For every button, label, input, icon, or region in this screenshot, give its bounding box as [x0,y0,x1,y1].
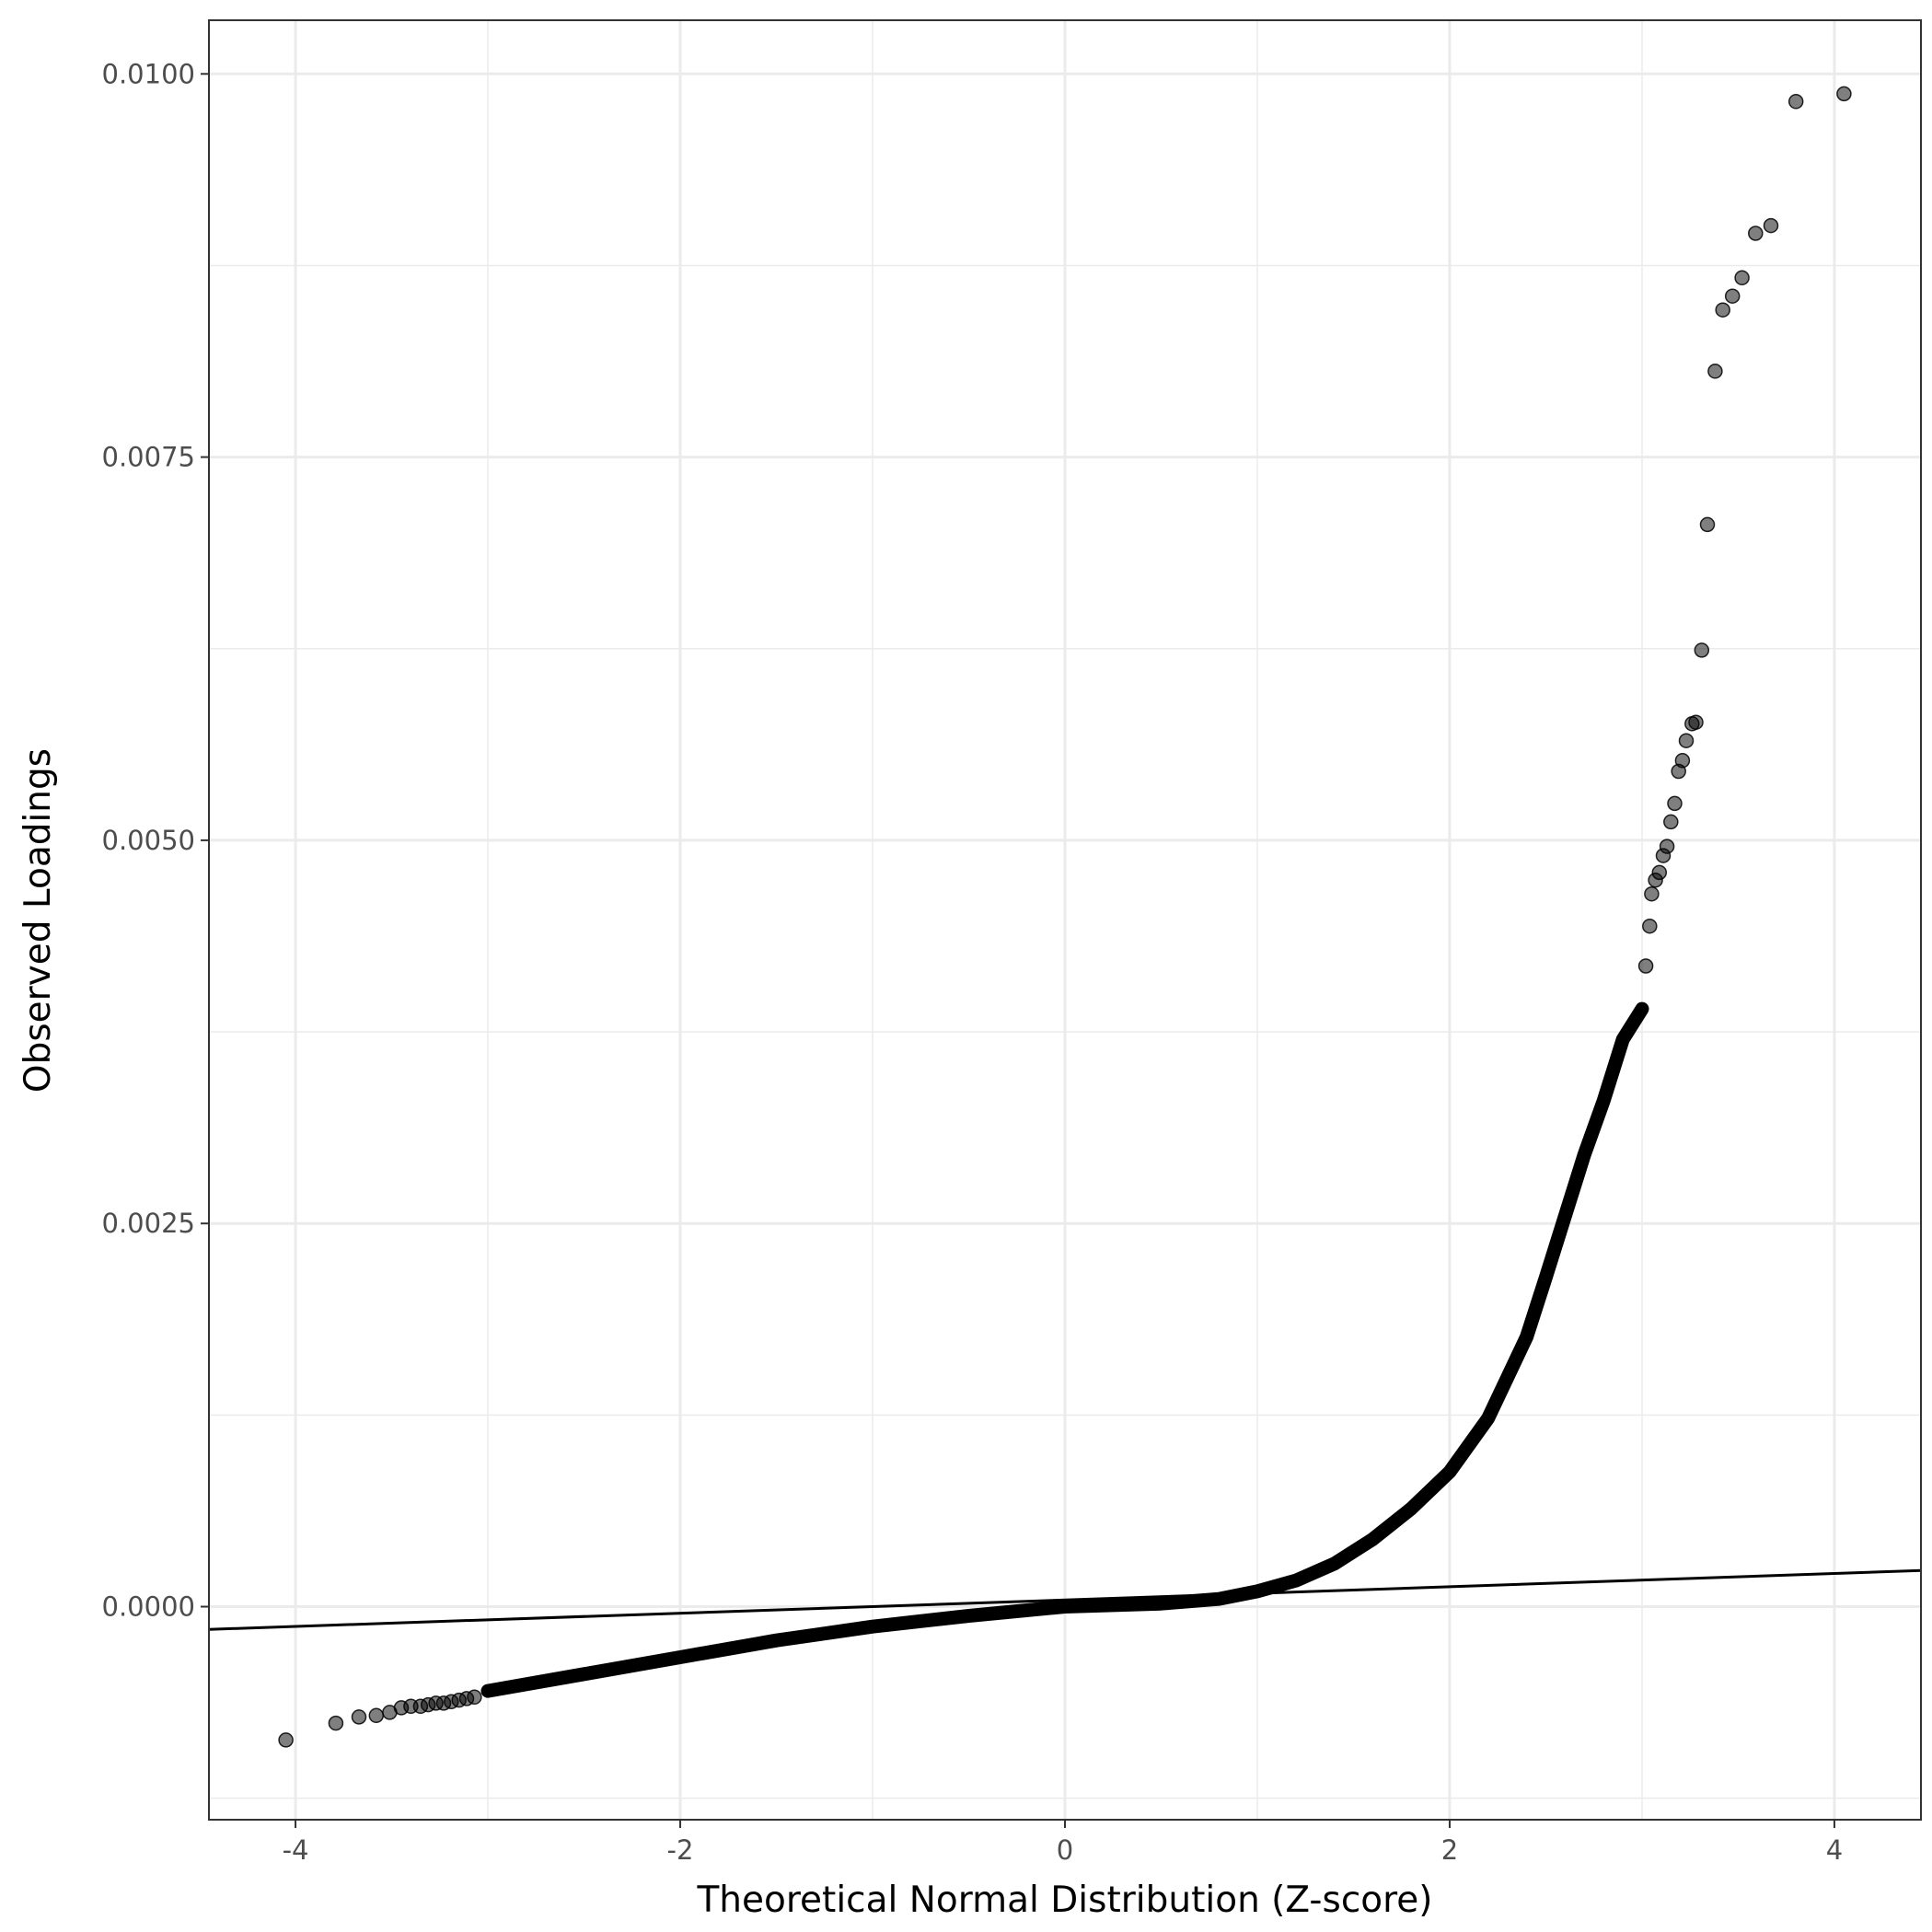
scatter-point [1787,94,1804,110]
scatter-point [1707,364,1723,379]
x-tick-label: 2 [1441,1834,1458,1866]
scatter-point [1642,918,1658,934]
scatter-point [1678,733,1695,748]
reference-line [209,1568,1921,1631]
y-tick-label: 0.0000 [102,1591,195,1623]
scatter-point [1724,288,1741,304]
scatter-point [1734,270,1750,286]
y-axis: 0.0000 0.0025 0.0050 0.0075 0.0100 [102,58,209,1623]
scatter-points [278,86,1852,1748]
x-tick-label: -4 [283,1834,309,1866]
scatter-point [1699,516,1716,533]
scatter-point [328,1715,344,1731]
scatter-point [1763,217,1779,234]
y-tick-label: 0.0050 [102,825,195,856]
scatter-point [1659,839,1675,854]
y-tick-label: 0.0075 [102,442,195,473]
scatter-point [1651,864,1668,881]
scatter-point [1663,814,1679,830]
scatter-point [368,1707,385,1724]
y-tick-label: 0.0100 [102,58,195,89]
x-axis: -4 -2 0 2 4 [283,1820,1843,1866]
scatter-point [1667,795,1683,812]
scatter-point [278,1732,294,1748]
x-tick-label: -2 [667,1834,694,1866]
scatter-point [1674,753,1691,769]
scatter-point [1688,714,1704,730]
scatter-point [1637,958,1654,974]
dense-points-band [480,1001,1649,1698]
scatter-point [1748,226,1764,241]
scatter-point [467,1689,482,1706]
y-axis-title: Observed Loadings [17,748,59,1093]
scatter-point [1694,642,1710,658]
scatter-point [351,1709,367,1725]
scatter-point [1715,302,1730,318]
dense-points-curve [480,1001,1649,1698]
y-tick-label: 0.0025 [102,1208,195,1239]
scatter-point [1836,86,1852,102]
x-axis-title: Theoretical Normal Distribution (Z-score… [696,1880,1432,1921]
x-tick-label: 4 [1826,1834,1843,1866]
scatter-point [1644,885,1660,902]
x-tick-label: 0 [1057,1834,1073,1866]
